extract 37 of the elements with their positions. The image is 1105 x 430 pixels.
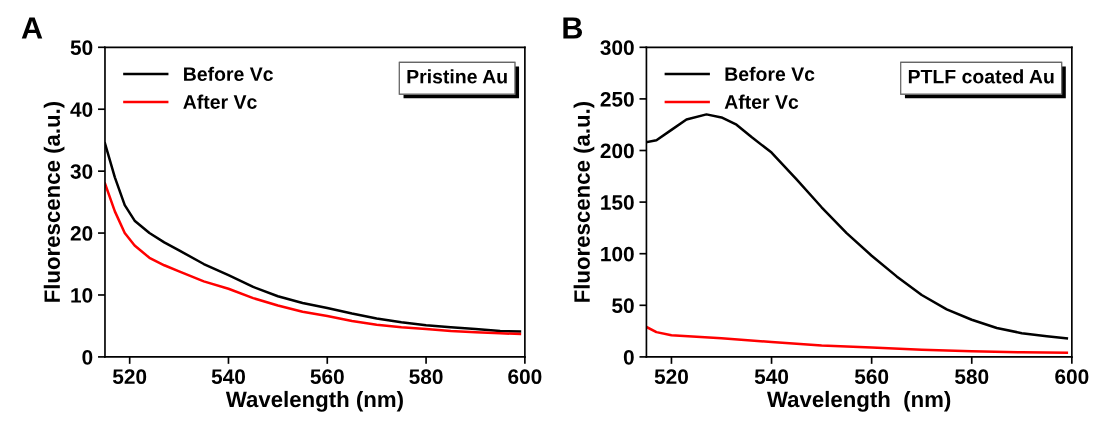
x-tick-label: 600 xyxy=(1055,369,1089,385)
y-tick-label: 10 xyxy=(71,287,93,303)
y-tick-label: 30 xyxy=(70,164,93,179)
x-tick-label: 560 xyxy=(310,369,344,385)
y-tick-label: 300 xyxy=(600,40,634,56)
y-tick-label: 50 xyxy=(70,40,93,56)
x-tick-label: 520 xyxy=(654,369,688,385)
x-tick-label: 600 xyxy=(508,369,542,385)
legend-label: Before Vc xyxy=(184,66,273,82)
y-axis-title: Fluorescence (a.u.) xyxy=(573,101,595,302)
legend-label: After Vc xyxy=(724,94,799,109)
x-axis-title: Wavelength (nm) xyxy=(225,390,403,412)
y-tick-label: 0 xyxy=(623,349,634,365)
y-tick-label: 250 xyxy=(600,91,634,107)
x-tick-label: 540 xyxy=(754,369,789,385)
annotation: PTLF coated Au xyxy=(908,69,1054,84)
x-tick-label: 540 xyxy=(211,369,245,385)
x-tick-label: 520 xyxy=(112,369,147,385)
x-tick-label: 560 xyxy=(854,369,889,385)
y-tick-label: 50 xyxy=(612,298,634,314)
y-tick-label: 150 xyxy=(601,195,634,210)
annotation: Pristine Au xyxy=(407,69,507,84)
line-series xyxy=(104,182,522,336)
y-tick-label: 200 xyxy=(600,143,634,159)
line-series xyxy=(646,325,1069,355)
x-tick-label: 580 xyxy=(955,369,989,385)
legend-label: Before Vc xyxy=(725,66,815,82)
y-tick-label: 40 xyxy=(70,102,93,117)
legend-label: After Vc xyxy=(183,94,257,109)
x-tick-label: 580 xyxy=(409,369,443,385)
y-axis-title: Fluorescence (a.u.) xyxy=(43,101,65,302)
x-axis-title: Wavelength (nm) xyxy=(766,390,951,412)
y-tick-label: 0 xyxy=(82,349,93,365)
chart-title: A xyxy=(21,17,43,39)
chart-title: B xyxy=(563,17,583,39)
y-tick-label: 100 xyxy=(601,246,634,262)
y-tick-label: 20 xyxy=(70,226,93,241)
